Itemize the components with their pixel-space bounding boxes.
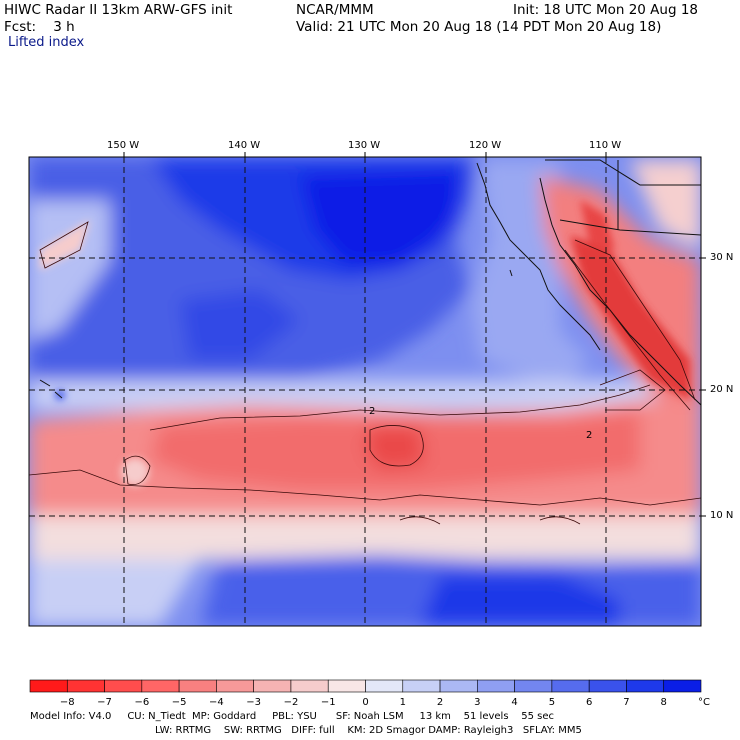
coastlines: [39, 159, 701, 406]
colorbar-tick-label: 3: [474, 697, 481, 708]
colorbar-swatch: [365, 679, 404, 693]
colorbar-swatch: [29, 679, 68, 693]
lon-label-150w: 150 W: [107, 140, 140, 151]
field-shading: [29, 157, 701, 626]
org-label: NCAR/MMM: [296, 2, 374, 18]
colorbar: [29, 679, 702, 693]
colorbar-tick-label: −1: [320, 697, 336, 708]
colorbar-unit: °C: [698, 697, 710, 708]
colorbar-swatch: [66, 679, 105, 693]
colorbar-tick-label: 8: [660, 697, 667, 708]
lon-label-130w: 130 W: [348, 140, 381, 151]
model-info-line1: Model Info: V4.0 CU: N_Tiedt MP: Goddard…: [30, 711, 555, 722]
colorbar-tick-label: 5: [548, 697, 556, 708]
colorbar-swatch: [141, 679, 180, 693]
colorbar-swatch: [178, 679, 217, 693]
lon-label-120w: 120 W: [469, 140, 502, 151]
colorbar-tick-label: 6: [585, 697, 593, 708]
graticule: [29, 157, 701, 626]
colorbar-swatch: [290, 679, 329, 693]
colorbar-tick-label: 2: [436, 697, 444, 708]
colorbar-tick-label: −5: [171, 697, 187, 708]
colorbar-swatch: [626, 679, 665, 693]
colorbar-swatch: [216, 679, 254, 693]
colorbar-swatch: [663, 679, 702, 693]
contour-label: 2: [369, 406, 375, 417]
contour-label: 2: [586, 430, 592, 441]
map-ticks: [123, 152, 706, 517]
lon-label-110w: 110 W: [589, 140, 622, 151]
model-info-line2: LW: RRTMG SW: RRTMG DIFF: full KM: 2D Sm…: [155, 725, 582, 736]
lat-label-30n: 30 N: [710, 252, 734, 263]
colorbar-swatch: [477, 679, 515, 693]
colorbar-tick-label: 7: [623, 697, 630, 708]
colorbar-swatch: [439, 679, 478, 693]
colorbar-swatch: [327, 679, 366, 693]
colorbar-tick-label: −7: [97, 697, 112, 708]
colorbar-tick-label: −3: [246, 697, 262, 708]
colorbar-tick-label: −8: [59, 697, 75, 708]
valid-time: Valid: 21 UTC Mon 20 Aug 18 (14 PDT Mon …: [296, 19, 662, 35]
colorbar-tick-label: −2: [283, 697, 299, 708]
field-name: Lifted index: [8, 35, 85, 50]
lat-label-20n: 20 N: [710, 384, 734, 395]
colorbar-swatch: [253, 679, 292, 693]
colorbar-swatch: [402, 679, 441, 693]
colorbar-tick-label: 4: [511, 697, 518, 708]
colorbar-swatch: [104, 679, 143, 693]
colorbar-tick-label: 1: [399, 697, 406, 708]
lat-label-10n: 10 N: [710, 510, 734, 521]
colorbar-tick-label: −4: [209, 697, 224, 708]
li-contours: [29, 221, 701, 525]
run-title: HIWC Radar II 13km ARW-GFS init: [4, 2, 233, 18]
lon-label-140w: 140 W: [228, 140, 261, 151]
init-time: Init: 18 UTC Mon 20 Aug 18: [513, 2, 698, 18]
colorbar-tick-label: −6: [134, 697, 150, 708]
forecast-hour: Fcst: 3 h: [4, 19, 75, 35]
colorbar-swatch: [551, 679, 590, 693]
colorbar-swatch: [514, 679, 553, 693]
colorbar-tick-label: 0: [362, 697, 369, 708]
colorbar-swatch: [588, 679, 627, 693]
